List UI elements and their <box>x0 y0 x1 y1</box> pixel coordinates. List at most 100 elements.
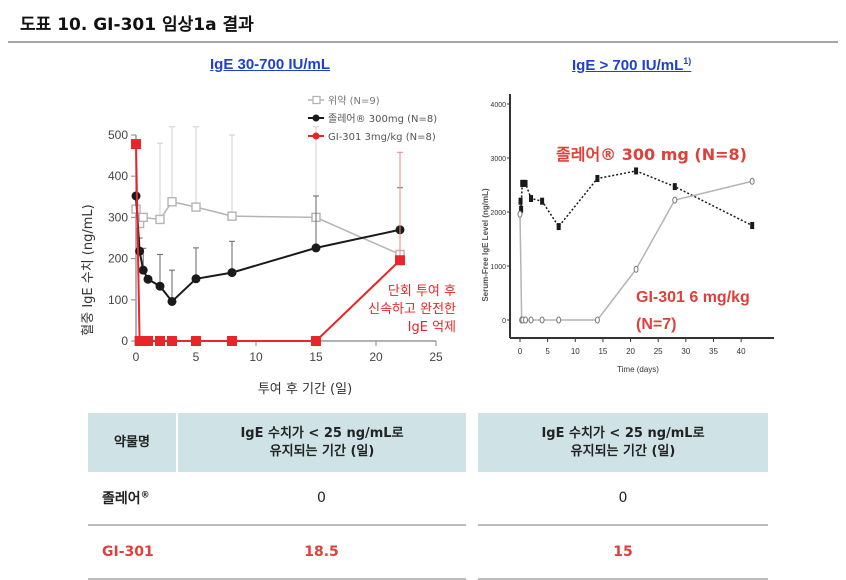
data-point <box>594 316 600 324</box>
right-y-axis-label: Serum-Free IgE Level (ng/mL) <box>481 188 490 302</box>
data-point <box>191 274 201 284</box>
series-line <box>519 170 753 228</box>
gi301-annotation: GI-301 6 mg/kg <box>636 289 750 306</box>
data-point <box>131 139 141 150</box>
data-point <box>191 202 201 212</box>
data-point <box>517 210 523 218</box>
left-x-tick-label: 5 <box>193 350 200 364</box>
left-y-axis-label: 혈중 IgE 수치 (ng/mL) <box>81 204 96 335</box>
data-point <box>167 197 177 207</box>
legend-placebo-marker <box>312 95 321 105</box>
left-x-tick-label: 15 <box>309 350 323 364</box>
data-point <box>528 316 534 324</box>
data-point <box>155 336 165 346</box>
right-x-tick-label: 0 <box>518 347 523 356</box>
annotation-line-2: 신속하고 완전한 <box>368 302 456 317</box>
legend-gi301-marker <box>312 132 320 140</box>
right-series-0 <box>518 167 755 231</box>
right-chart: 0 1000 2000 3000 4000 0 5 10 15 20 25 30 35 40 졸레어® 3… <box>481 94 774 374</box>
series-line <box>135 195 401 303</box>
right-chart-title[interactable]: IgE > 700 IU/mL1) <box>572 56 691 74</box>
data-point <box>749 177 755 185</box>
right-series-1 <box>517 177 755 324</box>
drug-name-header: 약물명 <box>88 413 178 472</box>
left-x-tick-label: 25 <box>429 350 443 364</box>
right-x-tick-label: 10 <box>571 347 580 356</box>
data-point <box>556 223 561 231</box>
left-chart-title-text: IgE 30-700 IU/mL <box>210 56 331 73</box>
right-x-tick-label: 40 <box>737 347 746 356</box>
data-point <box>155 214 165 225</box>
data-point <box>138 212 148 223</box>
legend-xolair-marker <box>312 114 320 122</box>
left-table: 약물명 IgE 수치가 < 25 ng/mL로 유지되는 기간 (일) 졸레어® … <box>88 413 466 580</box>
table-row: GI-301 18.5 <box>88 525 466 580</box>
left-y-tick-label: 500 <box>108 128 128 142</box>
duration-header-line1: IgE 수치가 < 25 ng/mL로 <box>240 425 404 441</box>
left-chart-title[interactable]: IgE 30-700 IU/mL <box>210 56 330 73</box>
data-point <box>523 316 529 324</box>
right-duration-header-line1: IgE 수치가 < 25 ng/mL로 <box>541 425 705 441</box>
right-y-tick-label: 2000 <box>490 210 506 217</box>
data-point <box>155 281 165 291</box>
annotation-line-1: 단회 투여 후 <box>388 284 456 299</box>
drug-name-gi301: GI-301 <box>88 525 177 580</box>
left-x-tick-label: 20 <box>369 350 383 364</box>
data-point <box>750 222 755 229</box>
right-y-tick-label: 3000 <box>490 156 506 163</box>
gi301-n-annotation: (N=7) <box>636 316 676 333</box>
legend-xolair-label: 졸레어® 300mg (N=8) <box>328 113 437 125</box>
right-x-tick-label: 35 <box>709 347 718 356</box>
data-point <box>523 179 528 187</box>
right-x-axis-label: Time (days) <box>617 365 659 374</box>
left-y-tick-label: 100 <box>108 293 128 307</box>
left-x-tick-label: 0 <box>133 350 140 364</box>
left-chart: 0 100 200 300 400 500 0 5 10 15 20 25 위약 (N=9) 졸레어®… <box>81 94 456 397</box>
series-line <box>135 144 401 342</box>
right-duration-header-line2: 유지되는 기간 (일) <box>570 443 676 459</box>
data-point <box>227 268 237 278</box>
left-y-tick-label: 200 <box>108 252 128 266</box>
right-y-tick-label: 4000 <box>490 102 506 109</box>
duration-header-line2: 유지되는 기간 (일) <box>269 443 375 459</box>
data-point <box>311 336 321 346</box>
left-series-1 <box>131 187 405 306</box>
right-x-tick-label: 15 <box>598 347 607 356</box>
right-gi301-duration: 15 <box>478 525 768 580</box>
data-point <box>138 265 148 275</box>
right-y-tick-label: 0 <box>502 318 506 325</box>
data-point <box>672 183 677 191</box>
data-point <box>634 167 639 175</box>
data-point <box>556 316 562 324</box>
left-y-tick-label: 0 <box>121 334 128 348</box>
data-point <box>633 265 639 273</box>
left-x-tick-label: 10 <box>249 350 263 364</box>
right-chart-title-text: IgE > 700 IU/mL <box>572 57 684 74</box>
series-line <box>135 200 401 256</box>
left-annotation: 단회 투여 후 신속하고 완전한 IgE 억제 <box>368 284 456 335</box>
data-point <box>311 243 321 253</box>
right-y-tick-label: 1000 <box>490 264 506 271</box>
right-xolair-duration: 0 <box>478 472 768 526</box>
left-x-axis-label: 투여 후 기간 (일) <box>258 382 352 397</box>
data-point <box>595 175 600 183</box>
data-point <box>518 197 523 205</box>
title-divider <box>8 41 838 43</box>
data-point <box>135 246 145 256</box>
left-series-2 <box>131 139 405 346</box>
page-title: 도표 10. GI-301 임상1a 결과 <box>20 15 254 35</box>
drug-name-xolair: 졸레어® <box>88 472 177 526</box>
right-x-tick-label: 25 <box>654 347 663 356</box>
data-point <box>227 211 237 221</box>
footnote-ref: 1) <box>683 56 692 66</box>
data-point <box>539 316 545 324</box>
data-point <box>395 255 405 266</box>
data-point <box>167 296 177 306</box>
data-point <box>521 179 526 187</box>
annotation-line-3: IgE 억제 <box>408 320 456 335</box>
